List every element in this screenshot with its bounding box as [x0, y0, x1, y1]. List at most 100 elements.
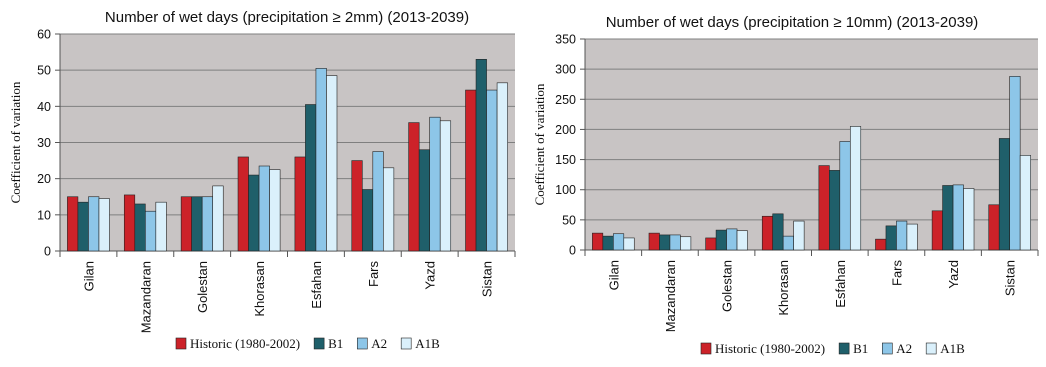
y-tick-label: 40 — [37, 100, 51, 114]
bar-b1-sistan — [475, 59, 487, 252]
bar-historic-esfahan — [818, 165, 830, 251]
bar-a2-khorasan — [782, 235, 794, 251]
legend-entry: Historic (1980-2002) — [715, 341, 825, 356]
y-axis-label: Coefficient of variation — [532, 83, 547, 205]
legend-entry: B1 — [328, 336, 343, 351]
legend-swatch — [925, 342, 937, 355]
legend-entry: Historic (1980-2002) — [190, 336, 300, 351]
bar-b1-gilan — [77, 201, 89, 252]
bar-b1-mazandaran — [134, 203, 146, 252]
bar-a1b-fars — [383, 167, 395, 252]
bar-b1-fars — [885, 225, 897, 251]
bar-a1b-esfahan — [849, 126, 862, 251]
bar-b1-khorasan — [772, 213, 784, 251]
bar-historic-yazd — [408, 122, 420, 252]
bar-b1-fars — [361, 189, 374, 252]
bar-a2-golestan — [726, 228, 738, 251]
bar-historic-khorasan — [761, 215, 774, 251]
x-tick-label: Golestan — [720, 260, 735, 312]
legend-swatch — [175, 337, 187, 350]
legend-swatch — [838, 342, 850, 355]
chart-title: Number of wet days (precipitation ≥ 2mm)… — [105, 9, 469, 26]
bar-a2-sistan — [1009, 76, 1021, 251]
bar-a1b-fars — [906, 223, 918, 251]
bar-a2-gilan — [613, 233, 625, 251]
y-tick-label: 10 — [37, 208, 51, 222]
bar-b1-gilan — [602, 235, 614, 251]
x-tick-label: Mazandaran — [663, 260, 678, 332]
legend-swatch — [313, 337, 325, 350]
x-tick-label: Esfahan — [833, 260, 848, 308]
bar-b1-mazandaran — [659, 234, 671, 251]
bar-historic-khorasan — [237, 156, 249, 252]
bar-a1b-gilan — [623, 237, 635, 251]
bar-a1b-sistan — [496, 82, 508, 252]
chart-wet-days-10mm: Number of wet days (precipitation ≥ 10mm… — [532, 14, 1039, 356]
bar-historic-golestan — [180, 196, 192, 252]
bar-a2-yazd — [952, 184, 964, 251]
y-axis-label: Coefficient of variation — [8, 81, 23, 203]
legend-entry: A1B — [415, 336, 440, 351]
legend: Historic (1980-2002) B1 A2 A1B — [700, 341, 965, 356]
y-tick-label: 250 — [555, 93, 576, 107]
y-tick-label: 150 — [555, 153, 576, 167]
y-tick-label: 300 — [555, 63, 576, 77]
bar-a2-fars — [896, 220, 908, 251]
bar-b1-yazd — [418, 149, 430, 252]
y-tick-label: 350 — [555, 33, 576, 47]
legend: Historic (1980-2002) B1 A2 A1B — [175, 336, 440, 351]
bar-historic-esfahan — [294, 156, 306, 252]
bar-historic-mazandaran — [648, 232, 660, 251]
bar-b1-sistan — [998, 138, 1010, 251]
y-tick-label: 50 — [37, 64, 51, 78]
bar-historic-fars — [875, 238, 887, 251]
bar-a2-khorasan — [258, 165, 270, 252]
bar-a1b-golestan — [736, 230, 748, 251]
legend-entry: A2 — [371, 336, 387, 351]
bar-historic-fars — [351, 160, 363, 252]
legend-entry: A1B — [940, 341, 965, 356]
bar-a2-mazandaran — [145, 210, 157, 252]
bar-a1b-golestan — [212, 185, 224, 252]
legend-swatch — [700, 342, 712, 355]
bar-a2-esfahan — [839, 141, 851, 251]
x-tick-label: Gilan — [81, 261, 96, 291]
x-tick-label: Sistan — [480, 261, 495, 297]
x-tick-label: Esfahan — [309, 261, 324, 309]
y-tick-label: 0 — [569, 244, 576, 258]
bar-a1b-esfahan — [326, 75, 338, 252]
bar-b1-esfahan — [305, 104, 317, 252]
bar-b1-golestan — [191, 196, 203, 252]
bar-a2-mazandaran — [669, 234, 681, 251]
x-tick-label: Yazd — [423, 261, 438, 290]
y-tick-label: 60 — [37, 28, 51, 42]
y-tick-label: 50 — [562, 213, 576, 227]
x-tick-label: Mazandaran — [138, 261, 153, 333]
bar-a1b-yazd — [439, 120, 452, 252]
x-tick-label: Yazd — [946, 260, 961, 289]
bar-a1b-mazandaran — [680, 236, 692, 251]
bar-b1-khorasan — [248, 174, 260, 252]
y-tick-label: 100 — [555, 183, 576, 197]
chart-title: Number of wet days (precipitation ≥ 10mm… — [606, 14, 979, 31]
bar-a1b-khorasan — [269, 169, 281, 252]
bar-historic-mazandaran — [123, 194, 136, 252]
bar-b1-yazd — [942, 185, 954, 251]
bar-a1b-sistan — [1019, 155, 1031, 251]
bar-historic-gilan — [67, 196, 79, 252]
bar-a2-sistan — [486, 89, 498, 252]
bar-historic-yazd — [931, 210, 943, 251]
bar-a1b-gilan — [98, 198, 110, 252]
bar-historic-golestan — [705, 237, 717, 251]
y-tick-label: 200 — [555, 123, 576, 137]
x-tick-label: Fars — [366, 261, 381, 288]
bar-a2-yazd — [429, 116, 441, 252]
y-tick-label: 20 — [37, 172, 51, 186]
bar-historic-sistan — [988, 204, 1000, 251]
bar-a2-gilan — [88, 196, 100, 252]
bar-a2-golestan — [201, 196, 214, 252]
bar-a2-fars — [372, 151, 384, 252]
x-tick-label: Gilan — [606, 260, 621, 290]
bar-a1b-khorasan — [793, 220, 805, 251]
